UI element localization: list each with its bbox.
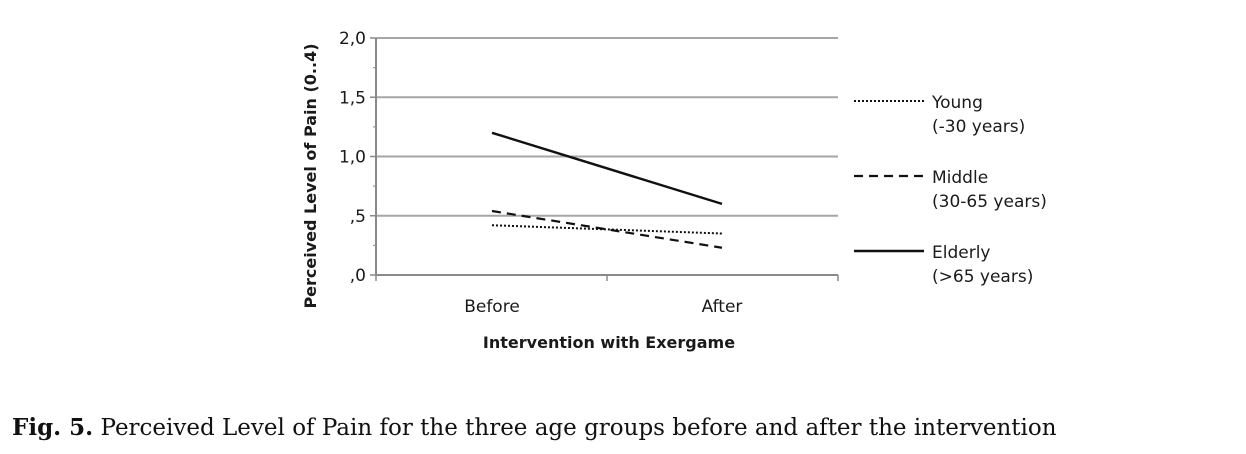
legend-sublabel: (30-65 years) — [932, 192, 1047, 212]
y-tick-label: 1,5 — [339, 88, 366, 108]
x-tick-labels: Before After — [464, 297, 742, 317]
x-tick-label: After — [702, 297, 743, 317]
legend: Young (-30 years) Middle (30-65 years) Elder… — [854, 93, 1047, 287]
gridlines — [376, 37, 838, 217]
y-tick-label: 1,0 — [339, 148, 366, 168]
x-axis-title: Intervention with Exergame — [483, 333, 735, 352]
x-tick-label: Before — [464, 297, 520, 317]
legend-label: Middle — [932, 168, 988, 188]
legend-label: Young — [931, 93, 983, 113]
series-line-elderly — [491, 131, 723, 206]
y-tick-label: 2,0 — [339, 29, 366, 49]
series-lines — [491, 131, 723, 249]
caption-text: Perceived Level of Pain for the three ag… — [93, 415, 1057, 441]
legend-sublabel: (-30 years) — [932, 117, 1025, 137]
y-axis-title: Perceived Level of Pain (0..4) — [301, 43, 320, 308]
axes — [370, 37, 839, 281]
y-tick-labels: ,0 ,5 1,0 1,5 2,0 — [339, 29, 366, 286]
line-chart: ,0 ,5 1,0 1,5 2,0 Before After Young (-30 year… — [301, 29, 1047, 352]
y-tick-label: ,5 — [350, 207, 366, 227]
series-line-young — [491, 224, 723, 235]
figure-label: Fig. 5. — [12, 414, 94, 441]
legend-sublabel: (>65 years) — [932, 267, 1033, 287]
series-line-middle — [491, 209, 723, 249]
y-tick-label: ,0 — [350, 266, 366, 286]
legend-label: Elderly — [932, 243, 991, 263]
figure-caption: Fig. 5. Perceived Level of Pain for the … — [12, 414, 1242, 441]
